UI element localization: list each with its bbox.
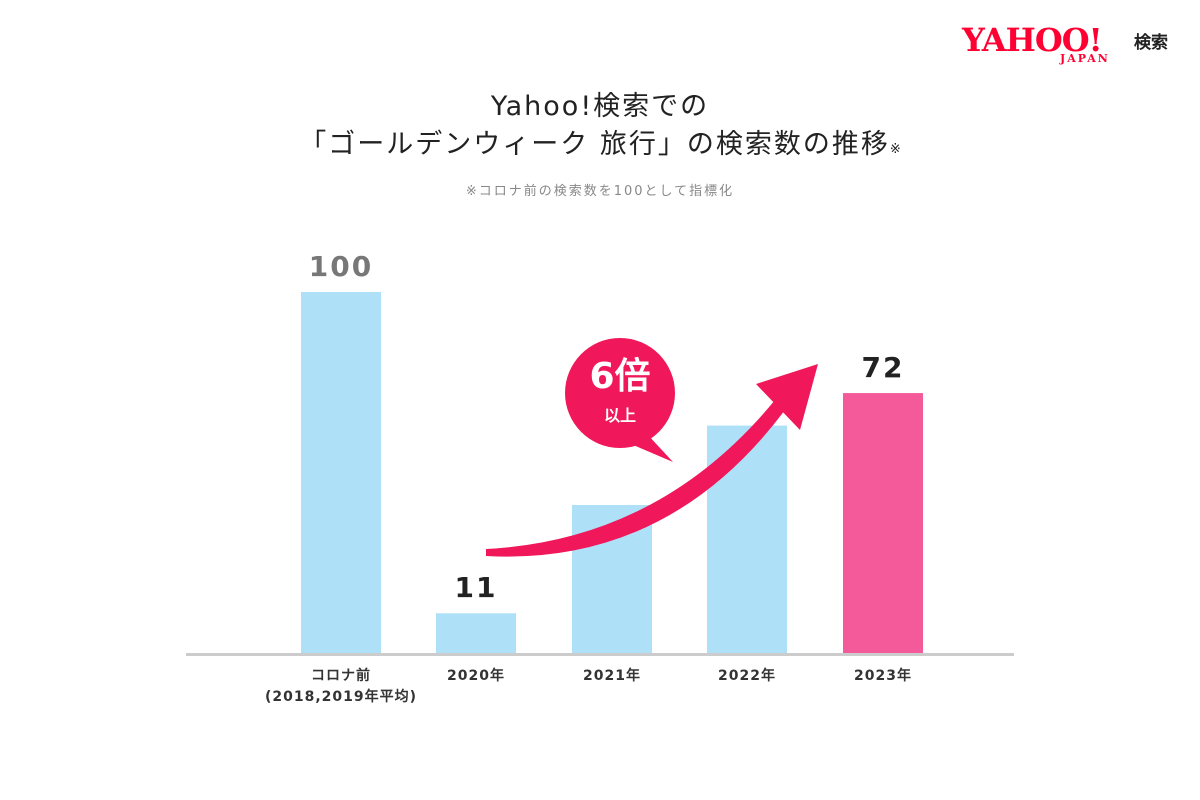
category-label-0: コロナ前 (2018,2019年平均) (264, 668, 418, 705)
growth-badge: 6倍 以上 (565, 338, 675, 462)
logo-brand: YAHOO! (962, 21, 1103, 59)
value-label-1: 11 (454, 571, 498, 605)
title-line-2: 「ゴールデンウィーク 旅行」の検索数の推移※ (0, 126, 1200, 169)
chart-subtitle: ※コロナ前の検索数を100として指標化 (465, 184, 735, 199)
bar-1 (436, 613, 516, 653)
category-label-4: 2023年 (854, 668, 912, 684)
value-label-4: 72 (861, 351, 905, 385)
yahoo-japan-logo: YAHOO! JAPAN 検索 (962, 22, 1182, 82)
badge-bubble (565, 338, 675, 462)
logo-sub: JAPAN (1060, 52, 1110, 65)
growth-arrow-head (756, 364, 818, 430)
badge-multiplier: 6倍 (589, 356, 651, 397)
value-label-0: 100 (308, 250, 374, 283)
badge-qualifier: 以上 (603, 406, 636, 425)
bar-4 (843, 393, 923, 653)
logo-suffix: 検索 (1134, 33, 1168, 53)
category-label-3: 2022年 (718, 668, 776, 684)
growth-arrow-body (486, 400, 785, 557)
category-label-2: 2021年 (583, 668, 641, 684)
category-label-1: 2020年 (447, 668, 505, 684)
bar-0 (301, 292, 381, 653)
chart-title: Yahoo!検索での 「ゴールデンウィーク 旅行」の検索数の推移※ (0, 88, 1200, 169)
title-line-2-text: 「ゴールデンウィーク 旅行」の検索数の推移 (299, 129, 890, 160)
title-note-mark: ※ (889, 142, 901, 157)
title-line-1: Yahoo!検索での (490, 91, 710, 122)
